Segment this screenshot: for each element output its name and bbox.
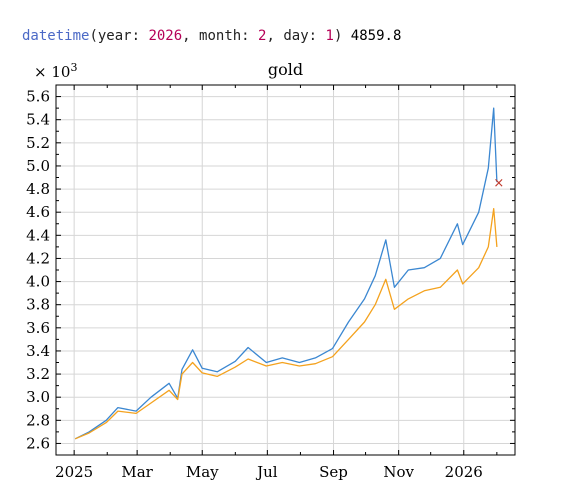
y-tick-label: 4.0 xyxy=(26,273,50,291)
y-tick-label: 3.6 xyxy=(26,319,50,337)
code-output-line: datetime(year: 2026, month: 2, day: 1) 4… xyxy=(22,28,401,44)
code-open-paren: ( xyxy=(89,28,98,44)
y-tick-label: 3.0 xyxy=(26,388,50,406)
marker-cross: × xyxy=(493,176,504,191)
series-line-2 xyxy=(74,208,498,440)
plot-frame xyxy=(55,84,516,456)
y-tick-label: 3.4 xyxy=(26,342,50,360)
code-separator-1: , xyxy=(182,28,200,44)
marker-layer: × xyxy=(493,176,504,191)
code-result-value: 4859.8 xyxy=(342,28,402,44)
x-tick-label: Sep xyxy=(319,463,348,481)
y-tick-label: 3.8 xyxy=(26,296,50,314)
y-tick-label: 2.8 xyxy=(26,411,50,429)
grid-lines xyxy=(56,85,515,455)
x-tick-label: 2026 xyxy=(445,463,483,481)
chart-title: gold xyxy=(268,60,303,79)
x-tick-label: Nov xyxy=(383,463,414,481)
code-arg-month-key: month: xyxy=(199,28,259,44)
code-separator-2: , xyxy=(266,28,284,44)
code-arg-day-value: 1 xyxy=(325,28,334,44)
y-tick-label: 5.2 xyxy=(26,134,50,152)
y-tick-label: 4.6 xyxy=(26,203,50,221)
y-tick-label: 5.6 xyxy=(26,88,50,106)
x-tick-label: Jul xyxy=(255,463,278,481)
y-tick-label: 4.8 xyxy=(26,180,50,198)
y-tick-label: 5.4 xyxy=(26,111,50,129)
y-tick-label: 5.0 xyxy=(26,157,50,175)
code-arg-month-value: 2 xyxy=(258,28,267,44)
x-tick-label: May xyxy=(186,463,219,481)
code-function-name: datetime xyxy=(22,28,90,44)
x-tick-label: Mar xyxy=(121,463,153,481)
y-tick-label: 3.2 xyxy=(26,365,50,383)
y-scale-base: × 10 xyxy=(34,63,70,81)
y-scale-exponent: 3 xyxy=(70,61,77,74)
y-tick-label: 2.6 xyxy=(26,434,50,452)
code-arg-year-key: year: xyxy=(97,28,149,44)
series-line-1 xyxy=(74,107,498,440)
y-scale-multiplier: × 103 xyxy=(34,61,77,81)
code-close-paren: ) xyxy=(333,28,343,44)
axis-ticks: 2.6 2.8 3.0 3.2 3.4 3.6 3.8 4.0 4.2 4.4 4.6 4.8 5.0 5… xyxy=(26,84,515,481)
x-tick-label: 2025 xyxy=(55,463,93,481)
code-arg-year-value: 2026 xyxy=(148,28,183,44)
code-arg-day-key: day: xyxy=(283,28,326,44)
y-tick-label: 4.4 xyxy=(26,226,50,244)
series-lines xyxy=(74,107,498,440)
y-tick-label: 4.2 xyxy=(26,249,50,267)
